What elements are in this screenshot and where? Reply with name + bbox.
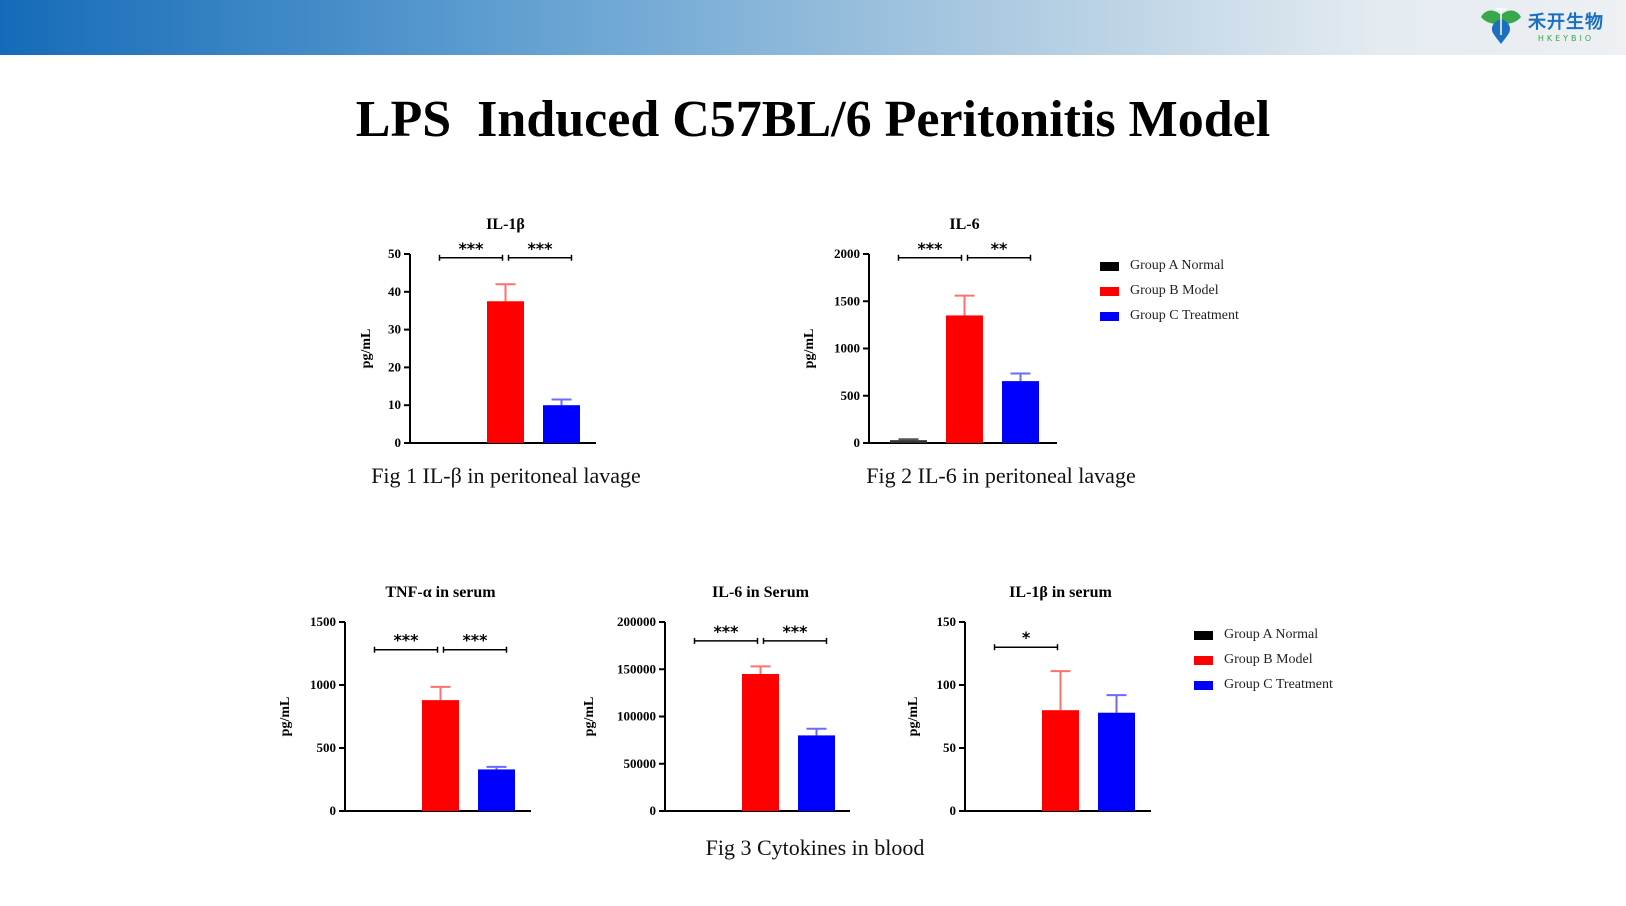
y-tick-label: 50000 xyxy=(624,756,657,771)
significance-bracket: *** xyxy=(438,239,504,261)
significance-bracket: *** xyxy=(442,631,508,653)
chart-3: TNF-α in serum pg/mL 0 500 1000 1500 *** *** xyxy=(278,584,531,818)
logo-english-text: HKEYBIO xyxy=(1537,33,1595,43)
legend-swatch xyxy=(1194,680,1213,690)
caption-fig3: Fig 3 Cytokines in blood xyxy=(705,835,925,860)
caption-fig2: Fig 2 IL-6 in peritoneal lavage xyxy=(866,463,1136,488)
bar-group-c-treatment xyxy=(543,405,580,443)
y-tick-label: 0 xyxy=(650,803,657,818)
legend-swatch xyxy=(1194,630,1213,640)
legend-swatch xyxy=(1100,261,1119,271)
bar-group-c-treatment xyxy=(478,769,515,811)
bar-group-b-model xyxy=(946,315,983,443)
y-axis-label: pg/mL xyxy=(278,697,293,737)
legend-label: Group B Model xyxy=(1224,652,1313,667)
significance-bracket: *** xyxy=(693,622,759,644)
y-tick-label: 30 xyxy=(388,322,401,337)
legend-label: Group C Treatment xyxy=(1130,308,1239,323)
bar-group-c-treatment xyxy=(798,735,835,811)
chart-title: IL-6 xyxy=(949,216,979,233)
legend-swatch xyxy=(1194,655,1213,665)
y-tick-label: 10 xyxy=(388,397,401,412)
y-tick-label: 150000 xyxy=(617,661,656,676)
legend-swatch xyxy=(1100,311,1119,321)
y-tick-label: 40 xyxy=(388,284,401,299)
y-axis-label: pg/mL xyxy=(359,329,374,369)
y-tick-label: 50 xyxy=(388,246,401,261)
significance-label: *** xyxy=(782,622,808,641)
y-tick-label: 0 xyxy=(395,435,402,450)
legend-item: Group B Model xyxy=(1194,652,1313,668)
bar-group-c-treatment xyxy=(1002,381,1039,443)
page-title: LPS Induced C57BL/6 Peritonitis Model xyxy=(355,91,1271,148)
chart-title: IL-1β xyxy=(486,216,525,233)
significance-label: ** xyxy=(991,239,1008,258)
y-tick-label: 2000 xyxy=(834,246,860,261)
legend-label: Group C Treatment xyxy=(1224,677,1333,692)
legend-item: Group B Model xyxy=(1100,283,1219,299)
significance-label: *** xyxy=(393,631,419,650)
significance-label: * xyxy=(1022,628,1031,647)
logo-chinese-text: 禾开生物 xyxy=(1528,11,1604,33)
bar-group-b-model xyxy=(1042,710,1079,811)
significance-bracket: ** xyxy=(966,239,1032,261)
chart-title: TNF-α in serum xyxy=(385,584,496,601)
chart-4: IL-6 in Serum pg/mL 0 50000 100000 150000 2000… xyxy=(582,584,850,818)
leaf-logo-icon xyxy=(1481,8,1521,44)
legend-label: Group B Model xyxy=(1130,283,1219,298)
significance-label: *** xyxy=(462,631,488,650)
significance-bracket: *** xyxy=(373,631,439,653)
y-tick-label: 500 xyxy=(841,388,861,403)
y-tick-label: 100000 xyxy=(617,709,656,724)
legend-label: Group A Normal xyxy=(1130,258,1225,273)
y-tick-label: 20 xyxy=(388,359,401,374)
y-tick-label: 1500 xyxy=(834,293,860,308)
chart-title: IL-6 in Serum xyxy=(712,584,810,601)
significance-bracket: * xyxy=(993,628,1059,651)
header-banner: 禾开生物 HKEYBIO xyxy=(0,0,1626,55)
significance-bracket: *** xyxy=(507,239,573,261)
y-tick-label: 1000 xyxy=(834,341,860,356)
y-tick-label: 1500 xyxy=(310,614,336,629)
significance-label: *** xyxy=(917,239,943,258)
legend-swatch xyxy=(1100,286,1119,296)
significance-bracket: *** xyxy=(762,622,828,644)
y-tick-label: 1000 xyxy=(310,677,336,692)
chart-title: IL-1β in serum xyxy=(1009,584,1112,601)
significance-label: *** xyxy=(458,239,484,258)
y-tick-label: 100 xyxy=(937,677,957,692)
y-tick-label: 0 xyxy=(950,803,957,818)
significance-label: *** xyxy=(527,239,553,258)
y-tick-label: 50 xyxy=(943,740,956,755)
chart-1: IL-1β pg/mL 0 10 20 30 40 50 *** *** xyxy=(359,216,596,450)
legend-item: Group C Treatment xyxy=(1100,308,1239,324)
chart-5: IL-1β in serum pg/mL 0 50 100 150 * xyxy=(906,584,1151,818)
legend-item: Group C Treatment xyxy=(1194,677,1333,693)
legend-item: Group A Normal xyxy=(1100,258,1224,274)
legend-item: Group A Normal xyxy=(1194,627,1318,643)
bar-group-a-normal xyxy=(890,440,927,443)
company-logo: 禾开生物 HKEYBIO xyxy=(1480,5,1604,45)
y-tick-label: 500 xyxy=(317,740,337,755)
y-tick-label: 0 xyxy=(330,803,337,818)
bar-group-b-model xyxy=(422,700,459,811)
y-tick-label: 150 xyxy=(937,614,957,629)
bar-group-b-model xyxy=(487,301,524,443)
bar-group-c-treatment xyxy=(1098,712,1135,811)
significance-bracket: *** xyxy=(897,239,963,261)
y-axis-label: pg/mL xyxy=(802,329,817,369)
y-axis-label: pg/mL xyxy=(906,697,921,737)
y-tick-label: 200000 xyxy=(617,614,656,629)
significance-label: *** xyxy=(713,622,739,641)
y-tick-label: 0 xyxy=(854,435,861,450)
legend-label: Group A Normal xyxy=(1224,627,1319,642)
caption-fig1: Fig 1 IL-β in peritoneal lavage xyxy=(371,463,641,488)
bar-group-b-model xyxy=(742,673,779,811)
y-axis-label: pg/mL xyxy=(582,697,597,737)
